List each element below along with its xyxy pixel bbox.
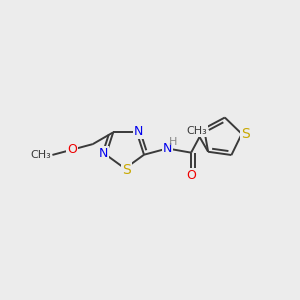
Text: O: O	[186, 169, 196, 182]
Text: S: S	[241, 127, 250, 141]
Text: CH₃: CH₃	[30, 150, 51, 160]
Text: O: O	[68, 143, 77, 156]
Text: H: H	[168, 137, 177, 147]
Text: S: S	[122, 163, 130, 177]
Text: N: N	[163, 142, 172, 155]
Text: N: N	[134, 125, 143, 138]
Text: CH₃: CH₃	[187, 126, 208, 136]
Text: N: N	[99, 147, 108, 160]
